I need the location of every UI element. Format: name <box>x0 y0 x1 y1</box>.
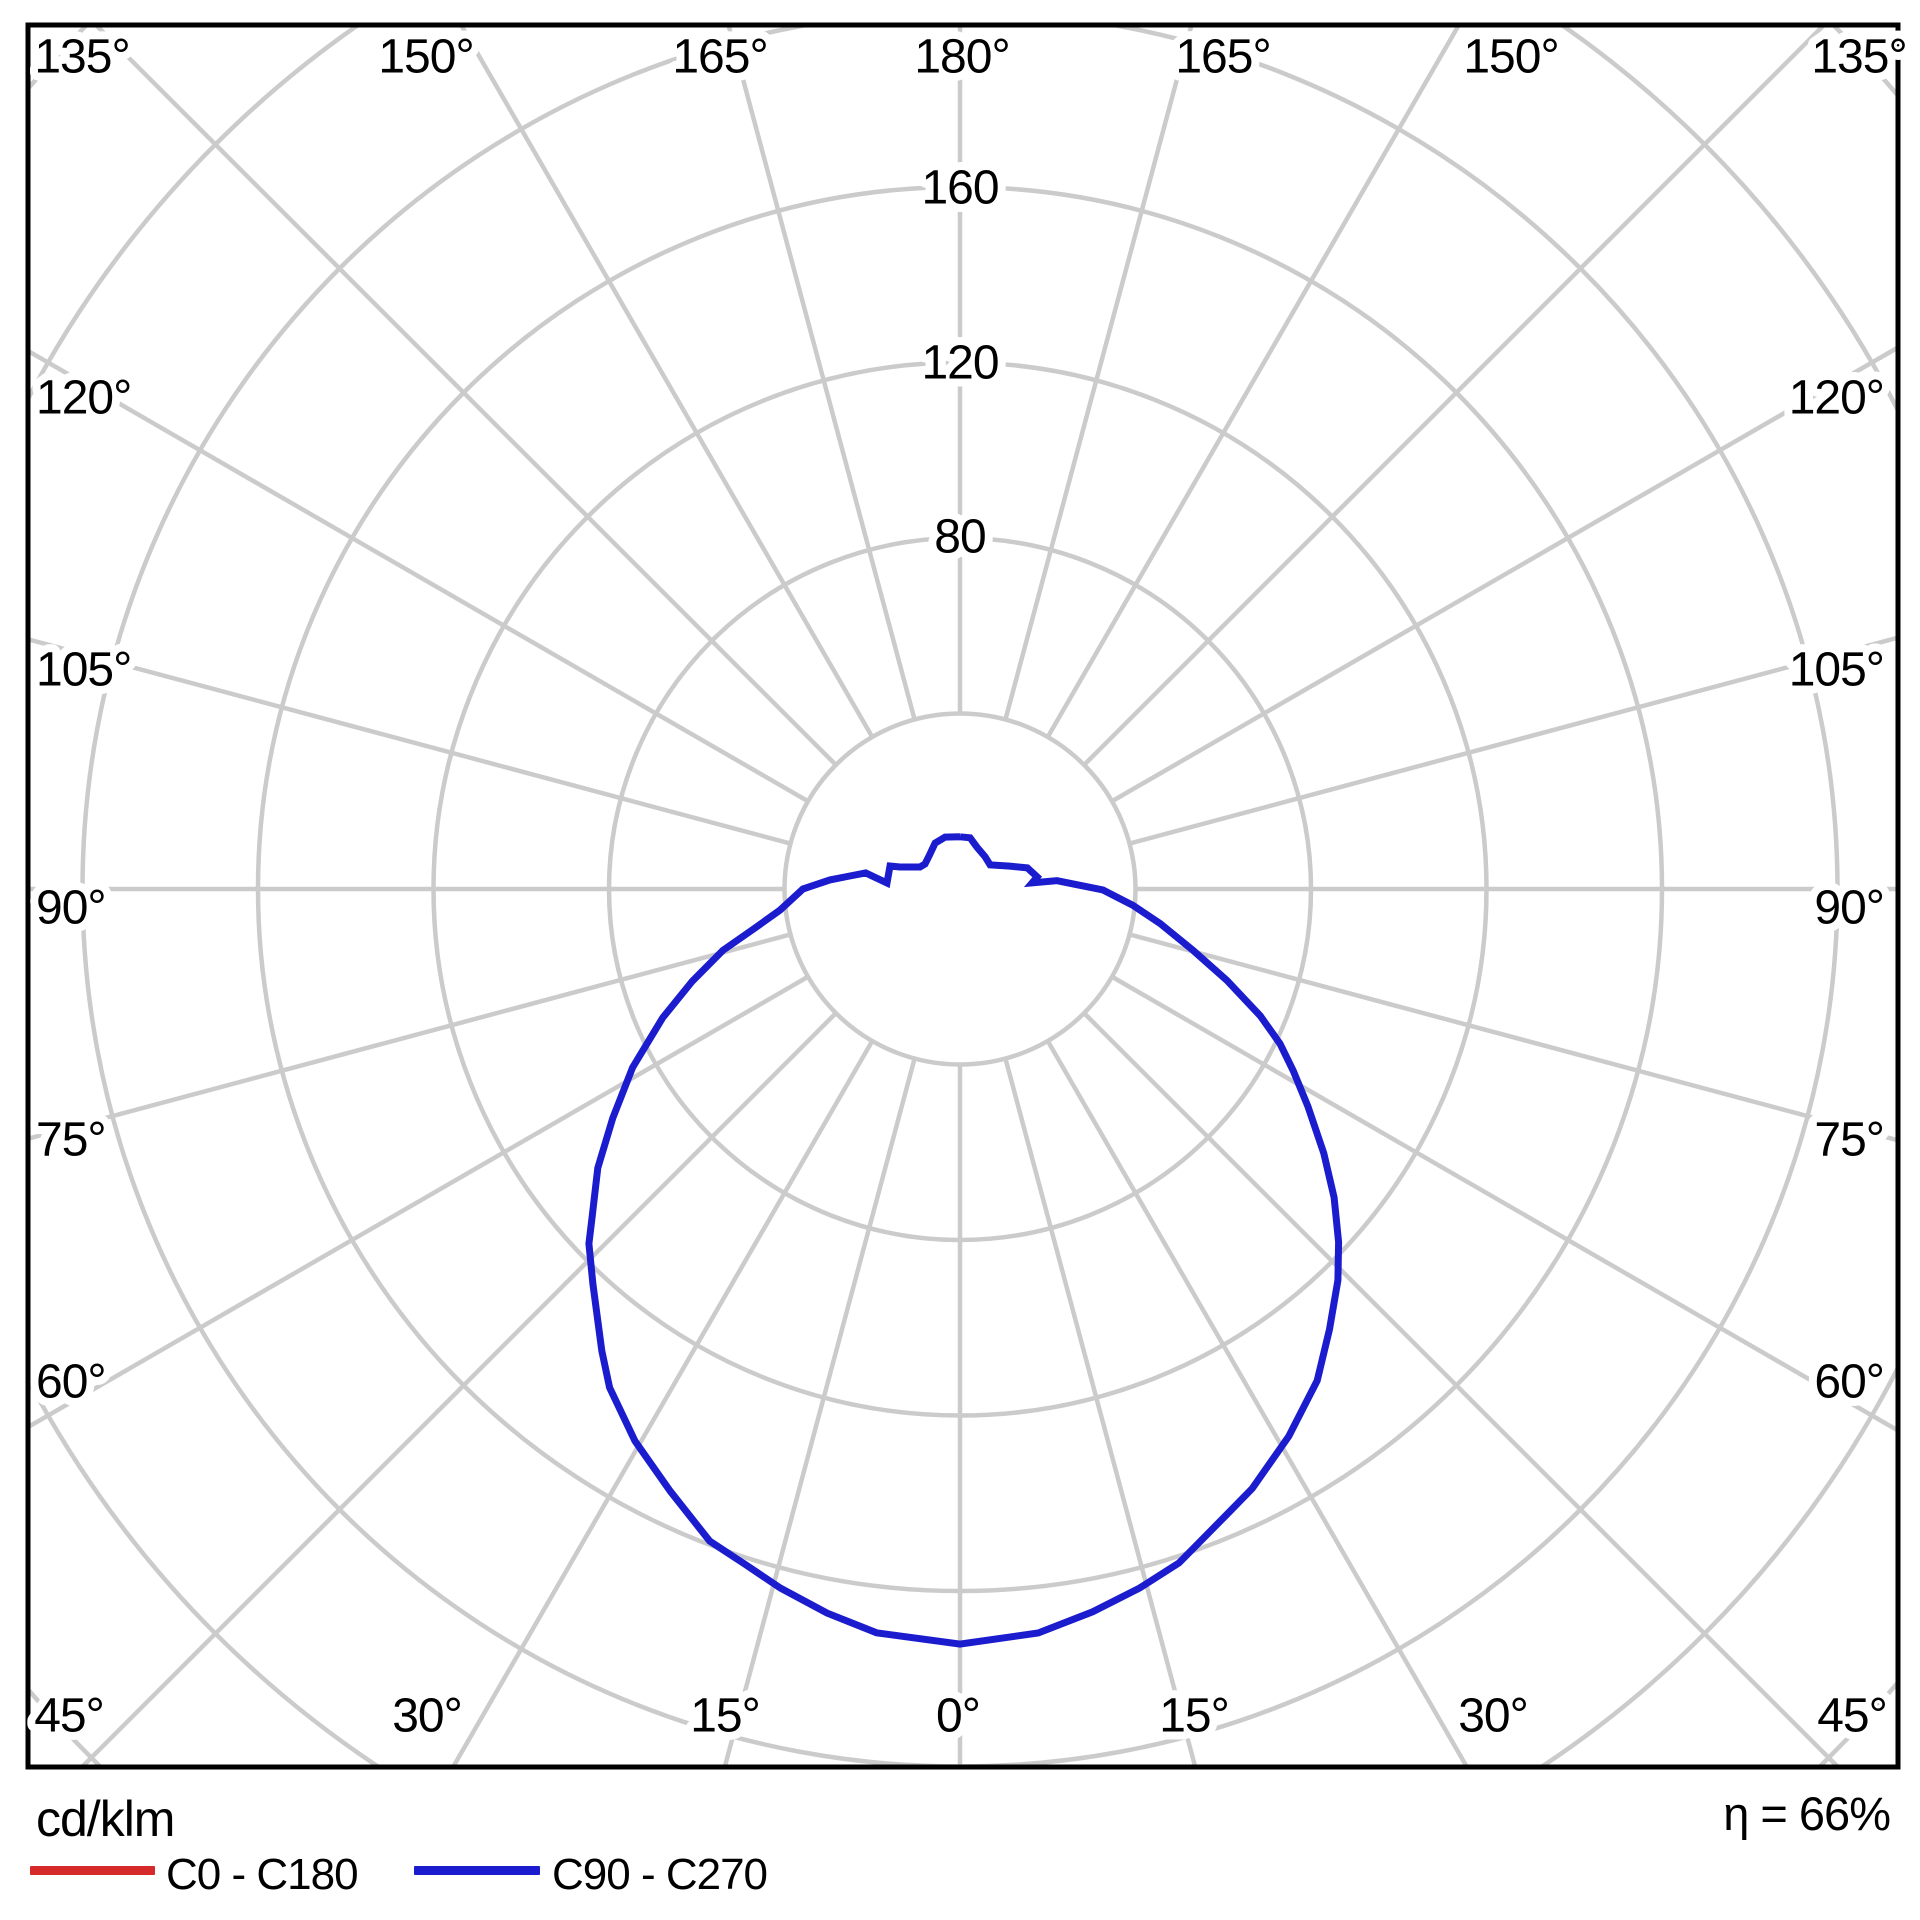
angle-label-left: 75° <box>36 1114 106 1167</box>
angle-label-top: 150° <box>1463 31 1558 84</box>
angle-label-right: 75° <box>1814 1114 1884 1167</box>
grid-radial-45 <box>1082 1011 1840 1765</box>
angle-label-left: 90° <box>36 882 106 935</box>
legend-label-c90-c270: C90 - C270 <box>552 1850 768 1899</box>
angle-label-right: 105° <box>1789 644 1884 697</box>
light-output-ratio-value: η = 66% <box>1723 1787 1891 1840</box>
curve-C90-C270 <box>585 833 1343 1648</box>
units-label: cd/klm <box>36 1791 175 1847</box>
grid-radial-225 <box>94 27 838 767</box>
angle-label-bottom: 0° <box>936 1690 980 1743</box>
angle-label-right: 90° <box>1814 882 1884 935</box>
grid-radial-135 <box>1082 27 1826 767</box>
angle-label-left: 120° <box>36 372 131 425</box>
grid-radial-210 <box>459 27 875 739</box>
legend-line-c90-c270-icon <box>414 1866 540 1875</box>
angle-label-bottom: 45° <box>34 1690 104 1743</box>
angle-label-right: 120° <box>1789 372 1884 425</box>
grid-radial-105 <box>1128 635 1896 846</box>
grid-radial-165 <box>1003 27 1194 721</box>
angle-label-bottom: 30° <box>392 1690 462 1743</box>
legend-label-c0-c180: C0 - C180 <box>166 1850 359 1899</box>
radial-label-120: 120 <box>921 337 998 390</box>
angle-label-top: 150° <box>378 31 473 84</box>
grid-radial-195 <box>726 27 917 721</box>
radial-label-80: 80 <box>934 511 985 564</box>
angle-label-left: 60° <box>36 1356 106 1409</box>
angle-label-top: 135° <box>1811 31 1906 84</box>
angle-label-bottom: 15° <box>1159 1690 1229 1743</box>
angle-label-top: 180° <box>914 31 1009 84</box>
grid-radial-15 <box>1003 1057 1198 1765</box>
grid-radial-240 <box>30 349 810 804</box>
grid-radial-60 <box>1110 974 1896 1432</box>
grid-radial-255 <box>30 637 792 846</box>
radial-label-160: 160 <box>921 162 998 215</box>
grid-radial-75 <box>1128 932 1896 1143</box>
angle-label-top: 135° <box>34 31 129 84</box>
angle-label-bottom: 45° <box>1817 1690 1887 1743</box>
angle-label-top: 165° <box>1175 31 1270 84</box>
grid-radial-330 <box>451 1039 875 1765</box>
angle-label-right: 60° <box>1814 1356 1884 1409</box>
grid-radial-120 <box>1110 346 1896 804</box>
legend-line-c0-c180-icon <box>30 1866 155 1875</box>
angle-label-left: 105° <box>36 644 131 697</box>
grid-radial-345 <box>722 1057 917 1765</box>
chart-frame <box>25 22 1901 1770</box>
angle-label-top: 165° <box>672 31 767 84</box>
grid-radial-150 <box>1045 27 1461 739</box>
angle-label-bottom: 30° <box>1458 1690 1528 1743</box>
angle-label-bottom: 15° <box>690 1690 760 1743</box>
grid-radial-315 <box>80 1011 838 1765</box>
grid-radial-30 <box>1045 1039 1469 1765</box>
grid-radial-285 <box>30 932 792 1141</box>
